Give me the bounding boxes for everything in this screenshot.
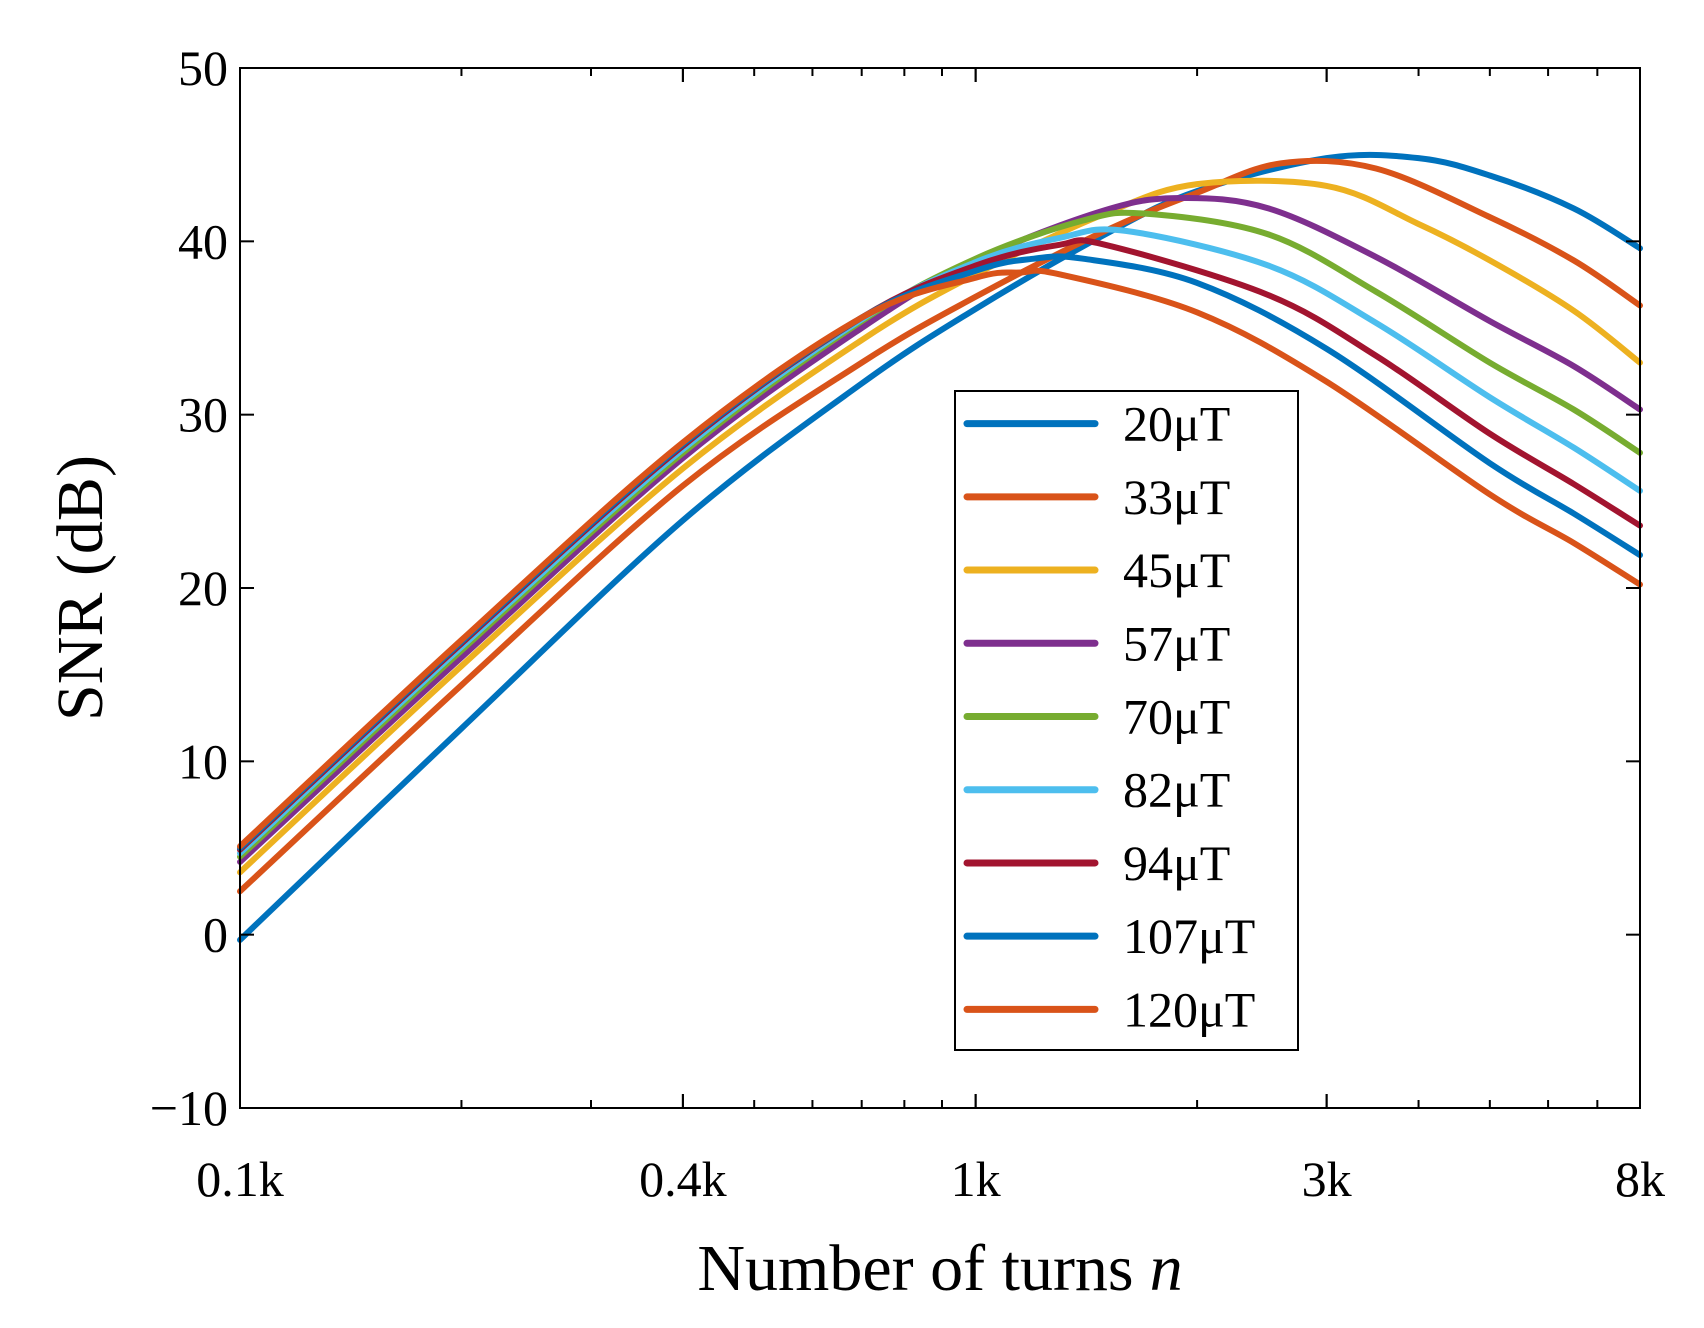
series-line-3 <box>237 177 1643 876</box>
legend-label-4: 57μT <box>1123 615 1230 671</box>
tick-label-layer: −10 0 10 20 30 40 50 0.1k 0.4k 1k 3k 8k <box>150 40 1665 1207</box>
x-axis-variable: n <box>1150 1232 1183 1305</box>
x-tick-label-0: 0.1k <box>196 1151 284 1207</box>
series-line-1 <box>237 151 1643 943</box>
series-line-9 <box>237 267 1643 850</box>
y-tick-label-6: 50 <box>178 40 228 96</box>
y-tick-label-5: 40 <box>178 213 228 269</box>
x-tick-label-4: 8k <box>1615 1151 1665 1207</box>
legend: 20μT 33μT 45μT 57μT 70μT 82μT 94μT 107μT 120μT <box>954 390 1299 1051</box>
x-axis-title: Number of turns n <box>697 1232 1182 1305</box>
legend-label-1: 20μT <box>1123 396 1230 452</box>
series-layer <box>237 151 1643 943</box>
legend-label-8: 107μT <box>1123 908 1255 964</box>
y-axis-title: SNR (dB) <box>44 455 117 721</box>
x-tick-label-1: 0.4k <box>639 1151 727 1207</box>
legend-label-2: 33μT <box>1123 469 1230 525</box>
y-tick-label-1: 0 <box>203 907 228 963</box>
legend-label-3: 45μT <box>1123 542 1230 598</box>
y-tick-label-4: 30 <box>178 387 228 443</box>
y-tick-label-0: −10 <box>150 1080 228 1136</box>
legend-label-6: 82μT <box>1123 762 1230 818</box>
legend-label-5: 70μT <box>1123 689 1230 745</box>
x-axis-title-text: Number of turns <box>697 1232 1133 1305</box>
y-tick-label-3: 20 <box>178 560 228 616</box>
y-tick-label-2: 10 <box>178 733 228 789</box>
x-tick-label-3: 3k <box>1302 1151 1352 1207</box>
x-tick-label-2: 1k <box>951 1151 1001 1207</box>
legend-label-9: 120μT <box>1123 981 1255 1037</box>
tick-layer <box>239 67 1641 1109</box>
legend-box <box>954 390 1299 1051</box>
legend-label-7: 94μT <box>1123 835 1230 891</box>
